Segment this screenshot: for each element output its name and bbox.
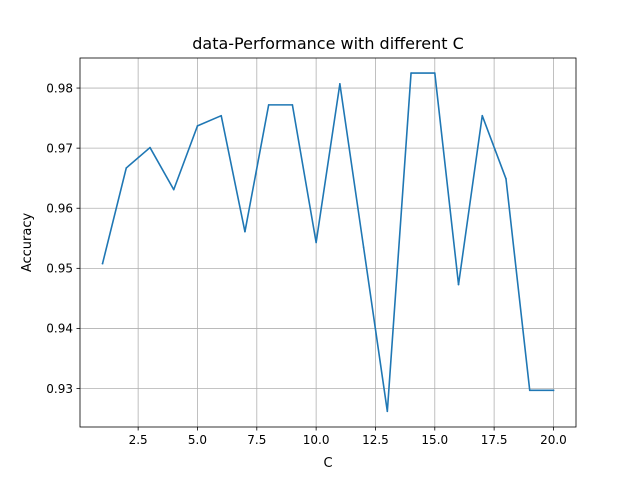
data-point (101, 262, 104, 265)
data-point (172, 188, 175, 191)
data-point (315, 241, 317, 244)
y-tick-label: 0.93 (46, 382, 73, 396)
y-tick-label: 0.95 (46, 262, 73, 276)
data-point (505, 177, 507, 180)
y-axis: 0.93 0.94 0.95 0.96 0.97 0.98 (46, 81, 80, 396)
data-point (457, 283, 460, 286)
series-layer (101, 72, 555, 413)
x-tick-label: 12.5 (362, 433, 389, 447)
data-point (386, 410, 389, 413)
data-point (481, 114, 484, 117)
data-point (362, 246, 365, 249)
x-axis: 2.5 5.0 7.5 10.0 12.5 15.0 17.5 20.0 (129, 427, 567, 447)
y-tick-label: 0.96 (46, 202, 73, 216)
x-tick-label: 5.0 (188, 433, 207, 447)
x-tick-label: 20.0 (540, 433, 567, 447)
grid (80, 58, 576, 427)
y-tick-label: 0.97 (46, 141, 73, 155)
data-point (267, 104, 270, 106)
data-point (552, 389, 555, 392)
chart-title: data-Performance with different C (192, 34, 464, 53)
data-point (125, 167, 128, 169)
y-tick-label: 0.94 (46, 322, 73, 336)
x-tick-label: 2.5 (129, 433, 148, 447)
y-tick-label: 0.98 (46, 81, 73, 95)
x-tick-label: 15.0 (421, 433, 448, 447)
x-tick-label: 10.0 (303, 433, 330, 447)
y-axis-label: Accuracy (20, 213, 35, 273)
series-line (101, 72, 555, 413)
data-point (244, 230, 246, 233)
plot-frame (79, 57, 577, 428)
data-point (528, 389, 531, 392)
data-point (149, 146, 151, 149)
data-point (410, 72, 412, 74)
data-point (220, 114, 223, 117)
x-tick-label: 7.5 (247, 433, 266, 447)
data-point (433, 72, 436, 74)
data-point (339, 83, 341, 85)
data-point (291, 104, 294, 106)
x-axis-label: C (323, 456, 332, 471)
x-tick-label: 17.5 (481, 433, 508, 447)
plot-area (80, 58, 576, 427)
data-point (196, 125, 199, 127)
